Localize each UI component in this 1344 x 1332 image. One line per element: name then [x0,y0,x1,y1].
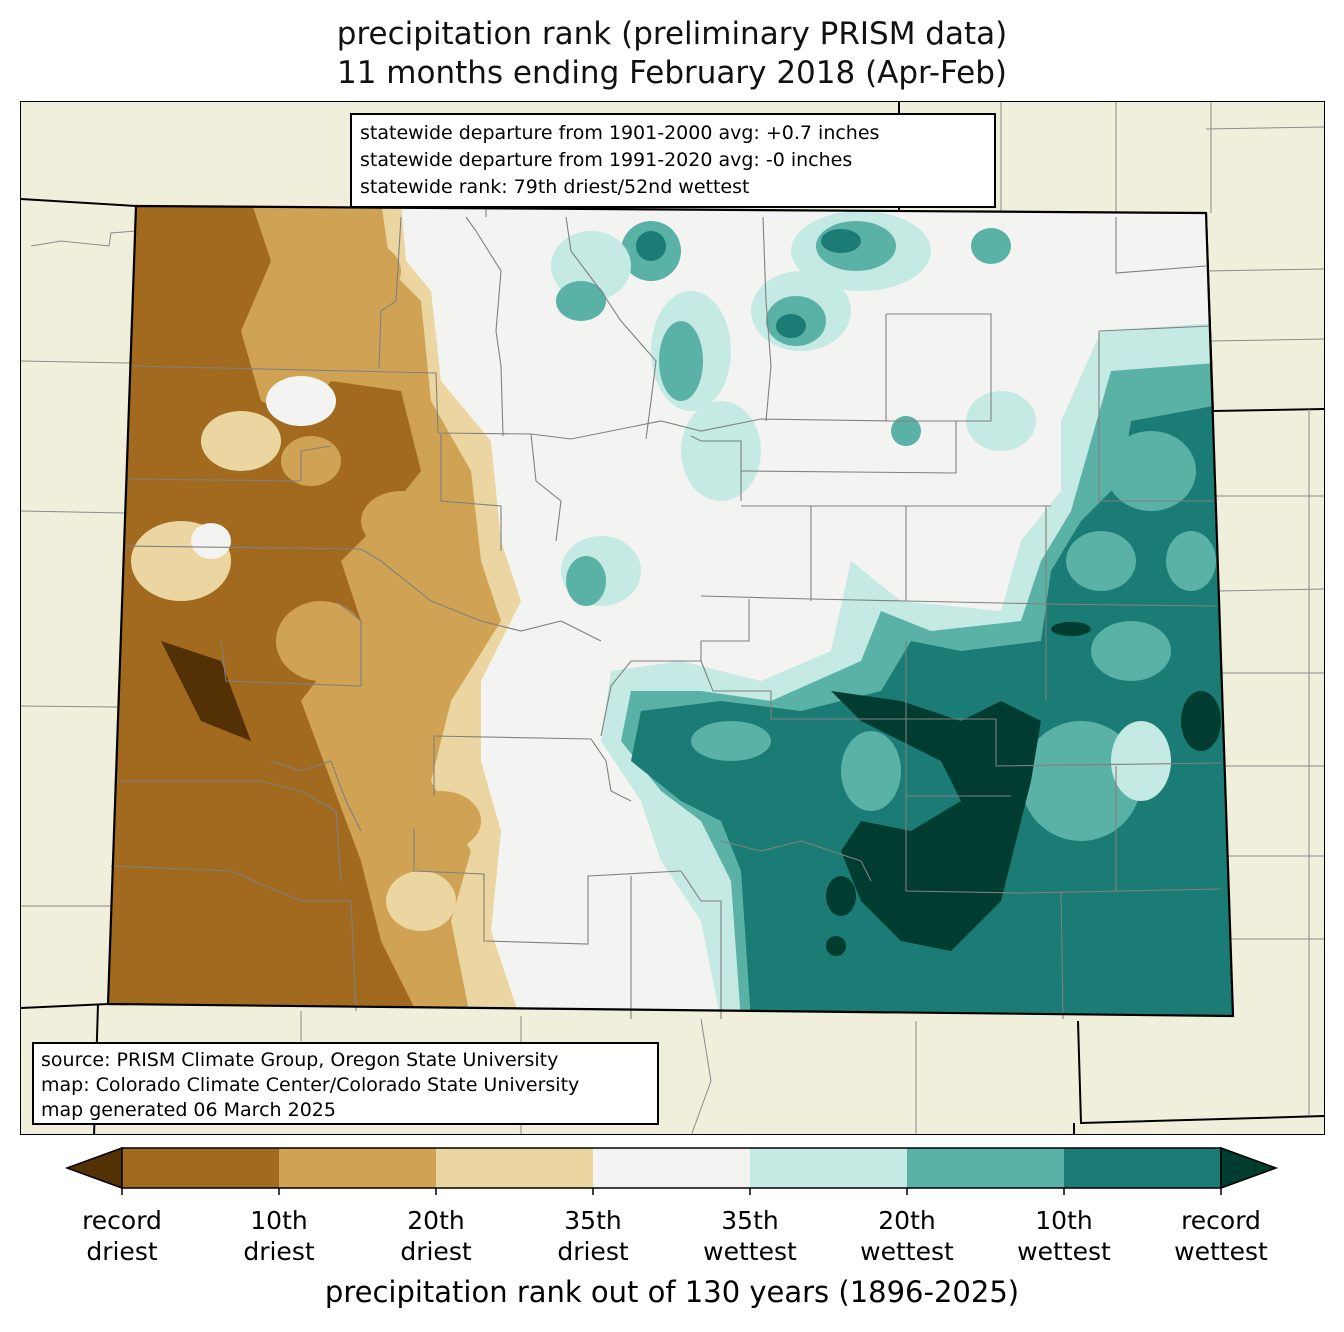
tick-label-line2: driest [557,1237,629,1266]
colorbar-segment [279,1148,436,1188]
stats-line-1: statewide departure from 1901-2000 avg: … [360,122,880,144]
colorbar-tick-label: 10th driest [204,1205,354,1267]
colorbar-extension-low [64,1146,123,1190]
colorbar-tick-label: 35th driest [518,1205,668,1267]
tick-label-line2: wettest [1174,1237,1268,1266]
colorbar-tick-label: record driest [47,1205,197,1267]
stats-line-3: statewide rank: 79th driest/52nd wettest [360,176,750,198]
colorbar-tick-label: 20th driest [361,1205,511,1267]
map-title-line1: precipitation rank (preliminary PRISM da… [336,16,1008,52]
tick-label-line1: record [82,1206,162,1235]
stats-line-2: statewide departure from 1991-2020 avg: … [360,149,853,171]
tick-label-line1: 10th [1035,1206,1093,1235]
colorbar-tick-label: record wettest [1146,1205,1296,1267]
colorbar-tick-label: 35th wettest [675,1205,825,1267]
colorbar-tick-label: 10th wettest [989,1205,1139,1267]
colorbar-outline [121,1147,1222,1189]
tick-label-line1: 20th [878,1206,936,1235]
tick-label-line2: wettest [703,1237,797,1266]
colorado-state-border [106,204,1235,1018]
tick-label-line2: wettest [860,1237,954,1266]
colorado-county-borders [110,201,1222,1020]
colorbar-segment [122,1148,279,1188]
tick-label-line2: driest [400,1237,472,1266]
colorbar-segment [750,1148,907,1188]
tick-label-line2: wettest [1017,1237,1111,1266]
statewide-stats-box: statewide departure from 1901-2000 avg: … [350,113,996,208]
map-title-line2: 11 months ending February 2018 (Apr-Feb) [337,55,1007,91]
source-line-1: source: PRISM Climate Group, Oregon Stat… [41,1049,559,1071]
colorado-precip-map [21,102,1324,1134]
colorbar-axis-label: precipitation rank out of 130 years (189… [324,1275,1020,1309]
colorbar-extension-high [1220,1146,1279,1190]
colorbar [64,1146,1279,1195]
source-credit-box: source: PRISM Climate Group, Oregon Stat… [32,1042,659,1125]
tick-label-line2: driest [243,1237,315,1266]
tick-label-line1: 35th [564,1206,622,1235]
colorbar-segment [593,1148,750,1188]
source-line-3: map generated 06 March 2025 [41,1099,336,1121]
source-line-2: map: Colorado Climate Center/Colorado St… [41,1074,580,1096]
tick-label-line1: record [1181,1206,1261,1235]
colorbar-tick-label: 20th wettest [832,1205,982,1267]
tick-label-line1: 20th [407,1206,465,1235]
precip-rank-field [108,206,1233,1016]
colorbar-segment [907,1148,1064,1188]
tick-label-line1: 10th [250,1206,308,1235]
tick-label-line2: driest [86,1237,158,1266]
tick-label-line1: 35th [721,1206,779,1235]
neighbor-county-borders [21,102,1324,1134]
map-panel [20,101,1325,1135]
colorbar-segment [1064,1148,1221,1188]
colorbar-segment [436,1148,593,1188]
